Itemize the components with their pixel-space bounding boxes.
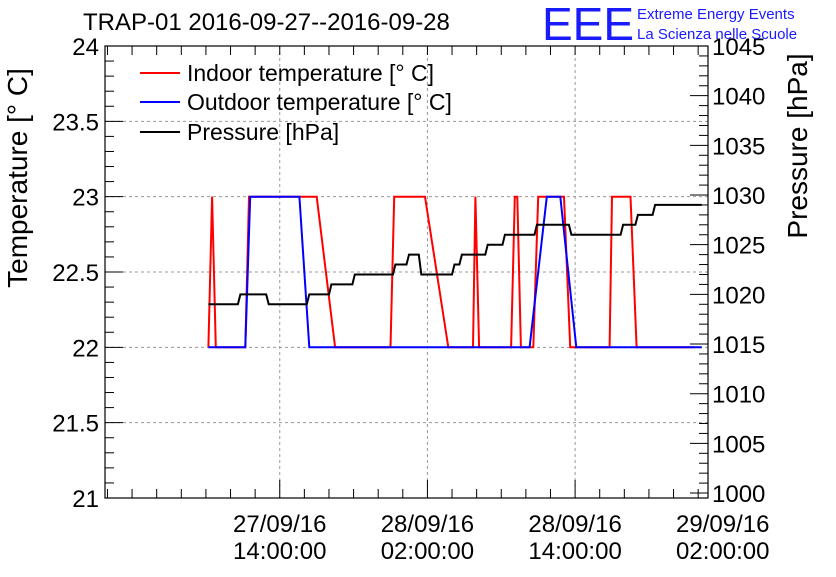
plot-frame — [104, 45, 709, 499]
y2-tick-label: 1000 — [712, 481, 765, 508]
y2-axis-label: Pressure [hPa] — [782, 53, 813, 238]
outdoor-temperature-line — [208, 195, 702, 349]
chart-title: TRAP-01 2016-09-27--2016-09-28 — [83, 9, 450, 36]
y-tick-label: 22 — [72, 335, 99, 362]
y2-tick-label: 1045 — [712, 34, 765, 61]
series-lines — [207, 195, 702, 349]
x-tick-label-date: 27/09/16 — [233, 511, 326, 538]
y2-tick-label: 1030 — [712, 183, 765, 210]
y-tick-label: 23.5 — [52, 109, 99, 136]
indoor-temperature-line — [207, 195, 695, 349]
x-tick-label-date: 28/09/16 — [528, 511, 621, 538]
logo-line-2: La Scienza nelle Scuole — [637, 26, 797, 43]
y2-tick-label: 1015 — [712, 332, 765, 359]
legend: Indoor temperature [° C] Outdoor tempera… — [140, 60, 452, 145]
y2-tick-label: 1010 — [712, 382, 765, 409]
legend-label-indoor: Indoor temperature [° C] — [187, 60, 434, 86]
y-tick-label: 22.5 — [52, 260, 99, 287]
y2-tick-label: 1040 — [712, 84, 765, 111]
legend-label-pressure: Pressure [hPa] — [187, 119, 339, 145]
y-tick-label: 23 — [72, 185, 99, 212]
legend-label-outdoor: Outdoor temperature [° C] — [187, 89, 452, 115]
x-tick-label-time: 02:00:00 — [676, 538, 769, 565]
y-axis-label: Temperature [° C] — [2, 68, 33, 288]
y2-tick-label: 1025 — [712, 233, 765, 260]
y2-tick-label: 1005 — [712, 431, 765, 458]
x-tick-label-date: 28/09/16 — [381, 511, 474, 538]
tick-labels: 21 21.5 22 22.5 23 23.5 24 1000 1005 1010 1015 1020… — [52, 34, 769, 565]
pressure-line — [208, 203, 702, 306]
y-tick-label: 21.5 — [52, 411, 99, 438]
x-tick-label-time: 14:00:00 — [528, 538, 621, 565]
x-tick-label-time: 02:00:00 — [381, 538, 474, 565]
y-tick-label: 24 — [72, 34, 99, 61]
y2-tick-label: 1020 — [712, 282, 765, 309]
x-tick-label-time: 14:00:00 — [233, 538, 326, 565]
y-tick-label: 21 — [72, 486, 99, 513]
logo-line-1: Extreme Energy Events — [637, 6, 795, 23]
eee-logo: EEE — [542, 0, 634, 50]
x-tick-label-date: 29/09/16 — [676, 511, 769, 538]
y2-tick-label: 1035 — [712, 133, 765, 160]
